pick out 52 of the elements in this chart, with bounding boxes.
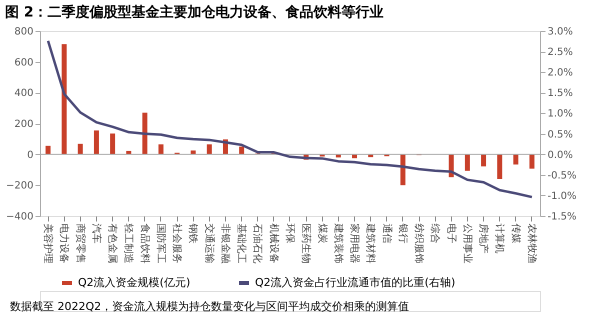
y2-tick-label: 1.5% <box>548 88 573 100</box>
y-tick-label: 800 <box>14 26 34 38</box>
x-tick-label: 国防军工 <box>154 224 167 264</box>
y2-tick-label: 2.5% <box>548 47 573 58</box>
y2-tick-label: 0.0% <box>548 150 573 161</box>
x-tick-label: 电子 <box>445 224 458 244</box>
x-tick-label: 综合 <box>429 224 442 244</box>
chart-title: 图 2：二季度偏股型基金主要加仓电力设备、食品饮料等行业 <box>5 4 384 20</box>
legend-label: Q2流入资金占行业流通市值的比重(右轴) <box>255 276 456 289</box>
x-tick-label: 公用事业 <box>461 224 474 264</box>
y-tick-label: −200 <box>6 180 34 192</box>
x-tick-label: 食品饮料 <box>138 224 151 264</box>
x-tick-label: 通信 <box>380 224 393 244</box>
x-tick-label: 社会服务 <box>171 224 184 264</box>
x-tick-label: 传媒 <box>510 224 521 244</box>
y2-tick-label: -1.5% <box>548 212 577 222</box>
x-tick-label: 环保 <box>284 224 295 244</box>
x-tick-label: 建筑装饰 <box>332 222 344 264</box>
x-tick-label: 交通运输 <box>203 224 216 264</box>
x-tick-label: 电力设备 <box>58 224 70 264</box>
x-tick-label: 石油石化 <box>252 224 264 264</box>
y2-tick-label: -1.0% <box>548 190 577 202</box>
x-tick-label: 医药生物 <box>300 224 312 264</box>
x-tick-label: 家用电器 <box>348 224 361 264</box>
y-tick-label: 400 <box>14 88 34 100</box>
legend-label: Q2流入资金规模(亿元) <box>78 276 190 289</box>
x-tick-label: 银行 <box>396 222 408 244</box>
x-tick-label: 有色金属 <box>106 224 119 264</box>
x-tick-label: 商贸零售 <box>74 224 86 264</box>
x-tick-label: 基础化工 <box>236 224 248 264</box>
y2-tick-label: 1.0% <box>548 108 573 120</box>
x-tick-label: 美容护理 <box>42 224 54 264</box>
x-tick-label: 农林牧渔 <box>526 224 538 264</box>
y2-tick-label: 3.0% <box>548 26 573 38</box>
y-tick-label: −400 <box>6 212 34 222</box>
y-tick-label: 200 <box>14 119 34 130</box>
x-tick-label: 汽车 <box>90 224 102 244</box>
y2-tick-label: 0.5% <box>548 129 573 140</box>
y2-tick-label: -0.5% <box>548 170 577 182</box>
x-tick-label: 非银金融 <box>219 224 232 264</box>
y-tick-label: 0 <box>27 150 34 161</box>
x-tick-label: 煤炭 <box>316 224 328 244</box>
text: 数据截至 2022Q2，资金流入规模为持仓数量变化与区间平均成交价相乘的测算值 <box>10 300 410 313</box>
y-tick-label: 600 <box>14 57 34 68</box>
x-tick-label: 计算机 <box>494 224 506 254</box>
x-tick-label: 轻工制造 <box>122 224 135 264</box>
x-tick-label: 房地产 <box>478 224 490 254</box>
x-tick-label: 纺织服饰 <box>413 224 426 264</box>
x-tick-label: 建筑材料 <box>364 222 377 264</box>
y2-tick-label: 2.0% <box>548 68 573 79</box>
x-tick-label: 钢铁 <box>187 222 200 244</box>
x-tick-label: 机械设备 <box>268 224 280 264</box>
